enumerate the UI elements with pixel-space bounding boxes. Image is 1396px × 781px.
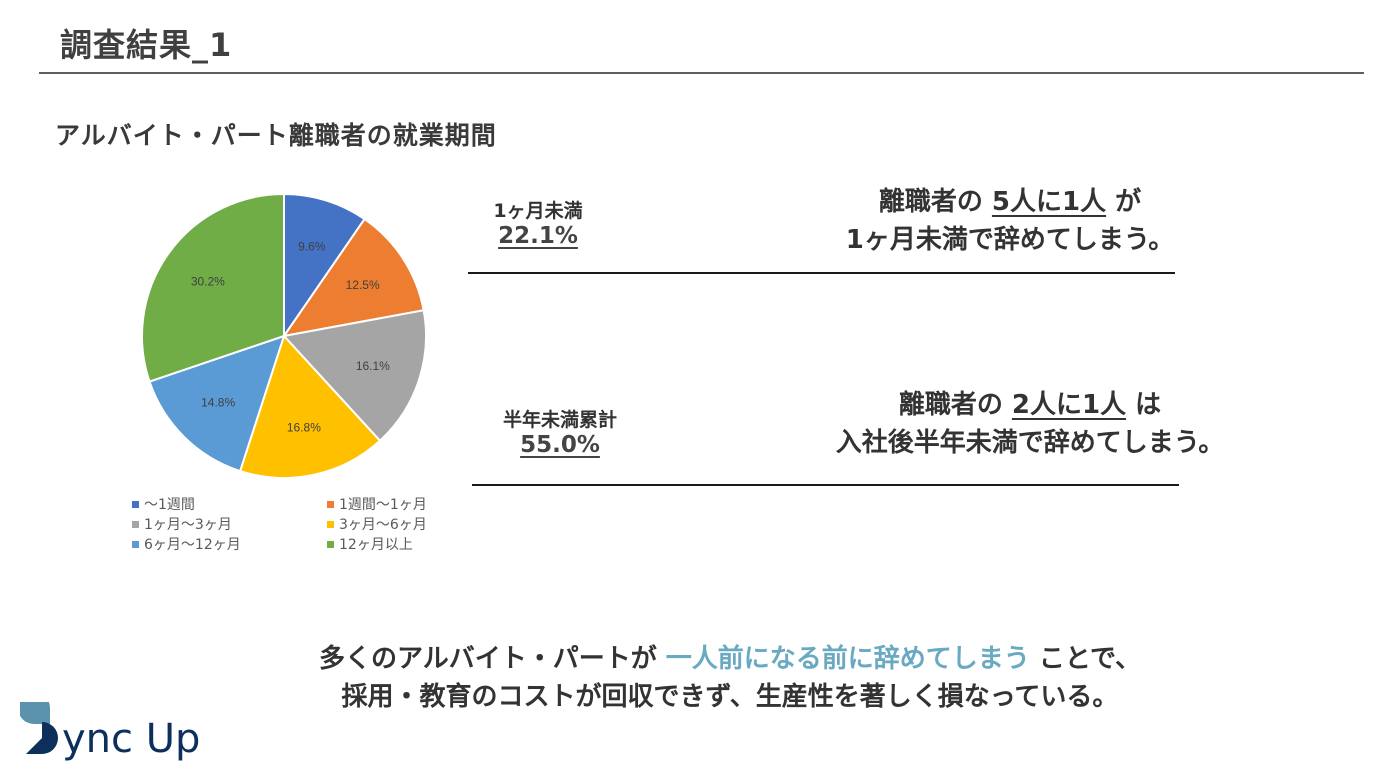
- legend-label: 3ヶ月〜6ヶ月: [339, 517, 427, 533]
- conclusion-line-1: 多くのアルバイト・パートが 一人前になる前に辞めてしまう ことで、: [240, 640, 1220, 678]
- legend-item: 1週間〜1ヶ月: [327, 494, 462, 514]
- stat-value: 55.0%: [520, 432, 600, 458]
- pie-data-label: 14.8%: [201, 396, 235, 410]
- pie-data-label: 30.2%: [191, 274, 225, 288]
- pie-slice: [148, 334, 286, 473]
- sync-up-logo: ync Up: [18, 692, 210, 768]
- pie-data-label: 12.5%: [346, 278, 380, 292]
- legend-swatch-icon: [132, 520, 139, 528]
- legend-swatch-icon: [327, 520, 334, 528]
- message-line-1: 離職者の 2人に1人 は: [800, 386, 1260, 424]
- message-emphasis: 2人に1人: [1011, 390, 1127, 420]
- legend-label: 12ヶ月以上: [339, 537, 413, 553]
- legend-item: 〜1週間: [132, 494, 327, 514]
- legend-item: 6ヶ月〜12ヶ月: [132, 534, 327, 554]
- message-text: 離職者の: [878, 187, 992, 217]
- legend-swatch-icon: [132, 500, 139, 508]
- legend-label: 6ヶ月〜12ヶ月: [144, 537, 241, 553]
- legend-swatch-icon: [327, 540, 334, 548]
- legend-label: 〜1週間: [144, 497, 195, 513]
- message-line-2: 1ヶ月未満で辞めてしまう。: [845, 225, 1175, 255]
- title-divider: [39, 72, 1364, 74]
- svg-text:ync Up: ync Up: [62, 716, 200, 762]
- message-emphasis: 5人に1人: [991, 187, 1107, 217]
- message-line-2: 入社後半年未満で辞めてしまう。: [835, 428, 1225, 458]
- conclusion-line-2: 採用・教育のコストが回収できず、生産性を著しく損なっている。: [341, 682, 1119, 712]
- chart-title: アルバイト・パート離職者の就業期間: [55, 121, 497, 150]
- stat-under-half-year: 半年未満累計 55.0%: [480, 405, 640, 458]
- legend-item: 12ヶ月以上: [327, 534, 462, 554]
- divider: [472, 484, 1179, 486]
- stat-label: 半年未満累計: [502, 409, 617, 431]
- pie-slice: [281, 217, 425, 338]
- pie-data-label: 9.6%: [298, 240, 326, 254]
- legend-label: 1週間〜1ヶ月: [339, 497, 427, 513]
- message-1: 離職者の 5人に1人 が 1ヶ月未満で辞めてしまう。: [800, 183, 1220, 259]
- divider: [468, 272, 1175, 274]
- stat-label: 1ヶ月未満: [493, 200, 583, 222]
- pie-slice: [238, 334, 382, 479]
- legend-item: 3ヶ月〜6ヶ月: [327, 514, 462, 534]
- pie-slice: [283, 192, 366, 340]
- message-line-1: 離職者の 5人に1人 が: [800, 183, 1220, 221]
- message-2: 離職者の 2人に1人 は 入社後半年未満で辞めてしまう。: [800, 386, 1260, 462]
- stat-value: 22.1%: [498, 223, 578, 249]
- conclusion-text: ことで、: [1029, 644, 1142, 674]
- conclusion: 多くのアルバイト・パートが 一人前になる前に辞めてしまう ことで、 採用・教育の…: [240, 640, 1220, 716]
- message-text: は: [1126, 390, 1162, 420]
- pie-slice: [282, 309, 427, 443]
- legend-item: 1ヶ月〜3ヶ月: [132, 514, 327, 534]
- pie-data-label: 16.8%: [287, 421, 321, 435]
- chart-legend: 〜1週間 1週間〜1ヶ月 1ヶ月〜3ヶ月 3ヶ月〜6ヶ月 6ヶ月〜12ヶ月 12…: [132, 494, 462, 554]
- legend-swatch-icon: [327, 500, 334, 508]
- pie-data-label: 16.1%: [356, 359, 390, 373]
- message-text: が: [1106, 187, 1142, 217]
- message-text: 離職者の: [898, 390, 1012, 420]
- legend-swatch-icon: [132, 540, 139, 548]
- legend-label: 1ヶ月〜3ヶ月: [144, 517, 232, 533]
- stat-under-1-month: 1ヶ月未満 22.1%: [468, 196, 608, 249]
- conclusion-text: 多くのアルバイト・パートが: [318, 644, 666, 674]
- conclusion-highlight: 一人前になる前に辞めてしまう: [665, 644, 1030, 674]
- pie-slice: [141, 192, 285, 383]
- page-title: 調査結果_1: [60, 26, 233, 64]
- pie-chart: 9.6% 12.5% 16.1% 16.8% 14.8% 30.2%: [130, 182, 440, 492]
